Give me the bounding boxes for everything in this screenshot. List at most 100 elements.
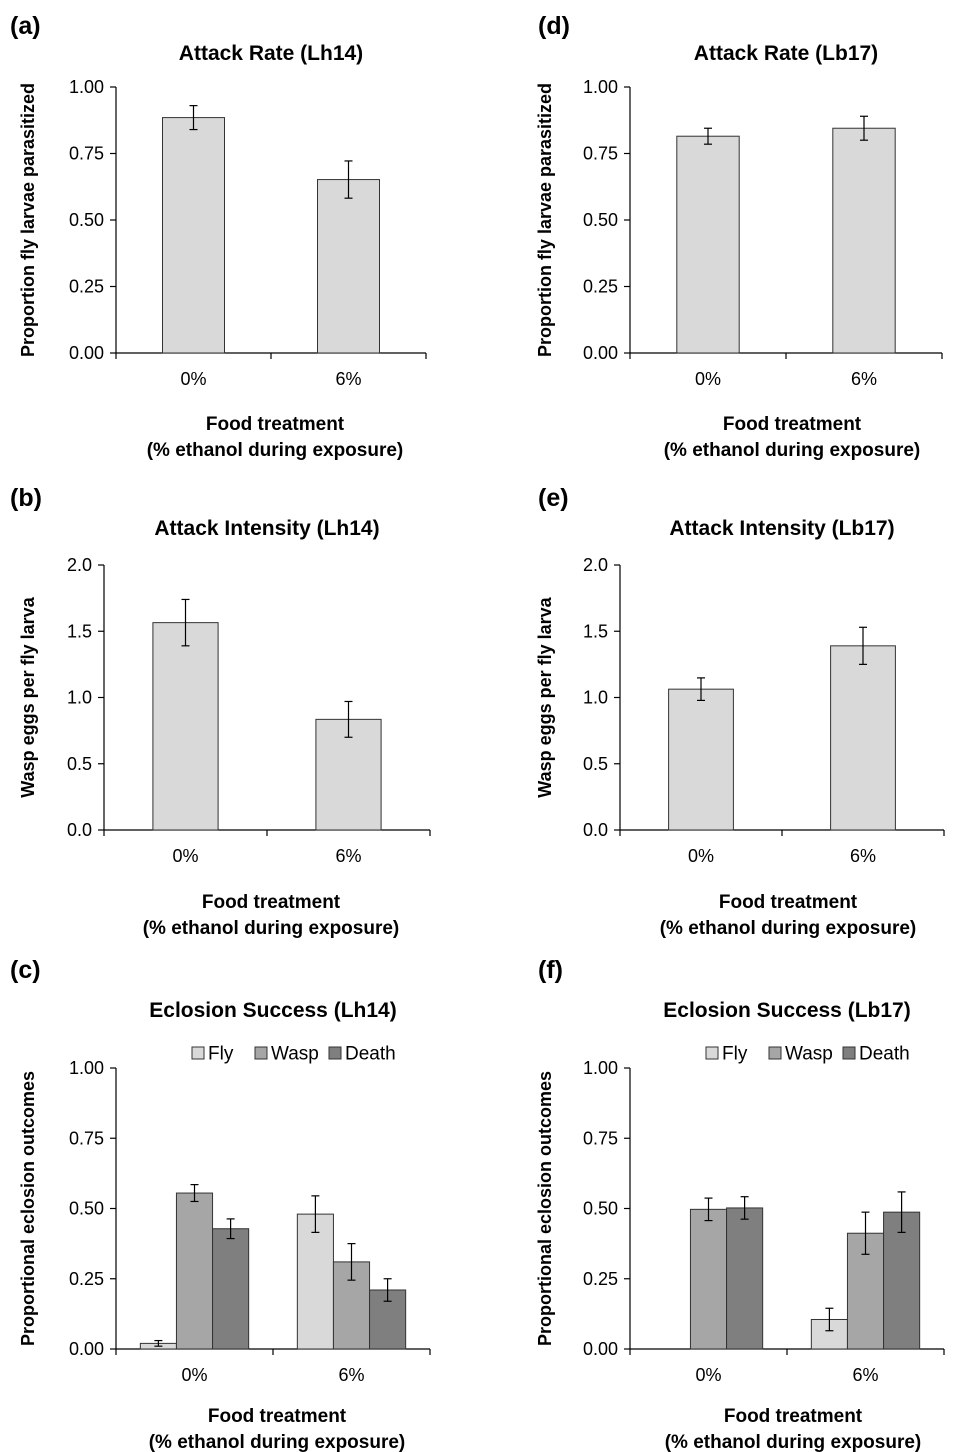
x-tick-label: 0% <box>688 846 714 866</box>
x-axis-label: Food treatment <box>206 414 345 435</box>
y-tick-label: 0.5 <box>583 754 608 774</box>
y-axis-label: Wasp eggs per fly larva <box>18 596 38 797</box>
bar <box>726 1207 764 1350</box>
y-tick-label: 0.50 <box>583 210 618 230</box>
y-tick-label: 0.75 <box>69 144 104 164</box>
panel-letter: (f) <box>538 956 563 984</box>
panel-letter: (c) <box>10 956 41 984</box>
bar <box>832 127 896 354</box>
chart-title: Attack Intensity (Lh14) <box>154 517 379 540</box>
legend-swatch <box>705 1046 719 1060</box>
legend-swatch <box>842 1046 856 1060</box>
x-tick-label: 0% <box>695 369 721 389</box>
chart-panel-c: (c) Eclosion Success (Lh14) Proportional e… <box>10 956 431 1452</box>
legend-swatch <box>328 1046 342 1060</box>
x-tick-label: 6% <box>852 1365 878 1385</box>
x-tick-label: 0% <box>695 1365 721 1385</box>
y-tick-label: 0.75 <box>583 144 618 164</box>
chart-title: Attack Rate (Lb17) <box>694 42 878 65</box>
y-tick-label: 0.25 <box>583 1269 618 1289</box>
y-axis-label: Proportion fly larvae parasitized <box>18 83 38 357</box>
bar <box>296 1213 334 1350</box>
legend-label: Death <box>859 1044 910 1065</box>
chart-title: Attack Rate (Lh14) <box>179 42 363 65</box>
y-tick-label: 1.5 <box>583 621 608 641</box>
x-tick-label: 6% <box>335 369 361 389</box>
bar <box>676 135 740 354</box>
bar <box>668 688 734 831</box>
bar <box>175 1192 214 1350</box>
y-tick-label: 0.25 <box>583 277 618 297</box>
y-axis-label: Proportional eclosion outcomes <box>18 1071 38 1346</box>
x-tick-label: 0% <box>181 1365 207 1385</box>
bar <box>830 645 896 831</box>
y-tick-label: 1.00 <box>583 1058 618 1078</box>
chart-panel-e: (e) Attack Intensity (Lb17) Wasp eggs per … <box>535 484 945 939</box>
y-tick-label: 0.25 <box>69 277 104 297</box>
y-tick-label: 0.00 <box>583 1339 618 1359</box>
panel-letter: (d) <box>538 12 570 40</box>
x-tick-label: 0% <box>180 369 206 389</box>
y-tick-label: 2.0 <box>583 555 608 575</box>
y-tick-label: 0.75 <box>69 1128 104 1148</box>
chart-panel-d: (d) Attack Rate (Lb17) Proportion fly larv… <box>535 12 943 461</box>
legend-label: Wasp <box>271 1044 319 1065</box>
panel-letter: (e) <box>538 484 569 512</box>
x-axis-label: Food treatment <box>208 1406 347 1427</box>
chart-panel-a: (a) Attack Rate (Lh14) Proportion fly larv… <box>10 12 427 461</box>
bar <box>317 179 380 354</box>
bar <box>152 622 219 831</box>
y-tick-label: 0.5 <box>67 754 92 774</box>
x-axis-label: (% ethanol during exposure) <box>665 1432 922 1452</box>
x-tick-label: 0% <box>172 846 198 866</box>
x-tick-label: 6% <box>850 846 876 866</box>
x-tick-label: 6% <box>851 369 877 389</box>
x-axis-label: (% ethanol during exposure) <box>660 918 917 939</box>
panel-letter: (b) <box>10 484 42 512</box>
y-tick-label: 1.00 <box>583 77 618 97</box>
chart-title: Eclosion Success (Lh14) <box>149 999 396 1022</box>
x-axis-label: Food treatment <box>202 892 341 913</box>
y-axis-label: Proportional eclosion outcomes <box>535 1071 555 1346</box>
y-tick-label: 2.0 <box>67 555 92 575</box>
legend-label: Death <box>345 1044 396 1065</box>
x-axis-label: (% ethanol during exposure) <box>664 440 921 461</box>
legend-label: Fly <box>722 1044 748 1065</box>
y-tick-label: 0.0 <box>583 820 608 840</box>
panel-letter: (a) <box>10 12 41 40</box>
y-tick-label: 0.75 <box>583 1128 618 1148</box>
y-tick-label: 0.25 <box>69 1269 104 1289</box>
bar <box>883 1211 921 1350</box>
x-axis-label: Food treatment <box>723 414 862 435</box>
legend-swatch <box>768 1046 782 1060</box>
legend-swatch <box>254 1046 268 1060</box>
y-tick-label: 0.50 <box>69 1199 104 1219</box>
y-axis-label: Proportion fly larvae parasitized <box>535 83 555 357</box>
x-axis-label: (% ethanol during exposure) <box>143 918 400 939</box>
x-axis-label: (% ethanol during exposure) <box>149 1432 406 1452</box>
y-tick-label: 1.00 <box>69 1058 104 1078</box>
legend-swatch <box>191 1046 205 1060</box>
x-axis-label: (% ethanol during exposure) <box>147 440 404 461</box>
chart-panel-f: (f) Eclosion Success (Lb17) Proportional e… <box>535 956 945 1452</box>
x-axis-label: Food treatment <box>724 1406 863 1427</box>
y-tick-label: 0.00 <box>583 343 618 363</box>
y-tick-label: 0.00 <box>69 1339 104 1359</box>
x-axis-label: Food treatment <box>719 892 858 913</box>
y-tick-label: 1.0 <box>583 688 608 708</box>
y-tick-label: 1.0 <box>67 688 92 708</box>
legend-label: Wasp <box>785 1044 833 1065</box>
chart-title: Eclosion Success (Lb17) <box>663 999 910 1022</box>
y-tick-label: 1.00 <box>69 77 104 97</box>
legend-label: Fly <box>208 1044 234 1065</box>
bar <box>689 1208 728 1350</box>
y-tick-label: 0.50 <box>583 1199 618 1219</box>
x-tick-label: 6% <box>335 846 361 866</box>
y-tick-label: 1.5 <box>67 621 92 641</box>
y-tick-label: 0.50 <box>69 210 104 230</box>
bar <box>212 1228 250 1350</box>
y-axis-label: Wasp eggs per fly larva <box>535 596 555 797</box>
bar <box>162 117 225 354</box>
chart-title: Attack Intensity (Lb17) <box>669 517 894 540</box>
